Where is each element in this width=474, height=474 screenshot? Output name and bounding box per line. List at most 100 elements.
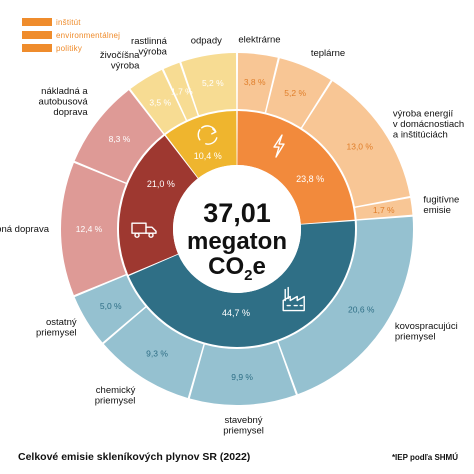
outer-label-line: priemysel (395, 331, 436, 342)
logo-row-3: politiky (22, 42, 132, 54)
outer-label-chemicky-priemysel: chemický priemysel (95, 385, 136, 407)
outer-label-stavebny-priemysel: stavebný priemysel (223, 415, 264, 437)
center-gas-sub: 2 (244, 267, 252, 284)
outer-label-odpady: odpady (191, 36, 222, 47)
outer-label-line: výroba (111, 60, 140, 71)
outer-label-nakladna-a-autobusova-doprava: nákladná a autobusová doprava (39, 86, 89, 118)
outer-slice-odpady (181, 53, 237, 116)
inner-slice-priemysel (128, 220, 355, 348)
inner-slice-energetika (237, 111, 355, 224)
outer-label-line: výroba energií (393, 108, 454, 119)
outer-label-line: ostatný (46, 317, 77, 328)
chart-title: Celkové emisie skleníkových plynov SR (2… (18, 451, 251, 463)
outer-label-line: emisie (423, 205, 450, 216)
outer-label-line: chemický (96, 385, 136, 396)
outer-label-line: odpady (191, 36, 222, 47)
outer-value-chemicky-priemysel: 9,3 % (146, 349, 168, 359)
outer-value-ostatny-priemysel: 5,0 % (100, 301, 122, 311)
truck-icon (131, 222, 157, 238)
outer-label-line: elektrárne (238, 34, 280, 45)
iep-logo: inštitút environmentálnej politiky (22, 16, 132, 55)
outer-slice-stavebny-priemysel (189, 342, 296, 405)
recycle-arc (205, 137, 218, 145)
outer-ring (61, 53, 413, 405)
inner-value-doprava: 21,0 % (147, 179, 175, 189)
outer-label-fugitivne-emisie: fugitívne emisie (423, 195, 459, 217)
outer-label-line: fugitívne (423, 195, 459, 206)
outer-slice-rastlinna-vyroba (163, 62, 198, 120)
outer-value-elektrarne: 3,8 % (244, 77, 266, 87)
center-unit: megaton (187, 228, 287, 255)
center-hole (173, 165, 301, 293)
outer-label-line: stavebný (225, 415, 263, 426)
outer-slice-osobna-doprava (61, 162, 126, 296)
outer-label-kovospracujuci-priemysel: kovospracujúci priemysel (395, 321, 458, 343)
outer-label-line: autobusová (39, 96, 89, 107)
center-value: 37,01 (203, 198, 271, 228)
outer-label-line: doprava (53, 107, 88, 118)
outer-label-ostatny-priemysel: ostatný priemysel (36, 317, 77, 339)
outer-value-rastlinna-vyroba: 1,7 % (171, 87, 193, 97)
outer-value-osobna-doprava: 12,4 % (76, 224, 103, 234)
recycle-arc (197, 129, 201, 141)
outer-label-line: priemysel (36, 327, 77, 338)
outer-slice-elektrarne (237, 53, 278, 113)
sector-icons: 23,8 % 44,7 % 21,0 % 10,4 % (131, 125, 324, 318)
lightning-icon (273, 134, 285, 158)
chart-source: *IEP podľa SHMÚ (391, 453, 458, 462)
recycle-arrow (211, 128, 217, 135)
outer-labels: 3,8 % elektrárne 5,2 % teplárne 13,0 % výroba… (0, 34, 464, 436)
logo-bar-3 (22, 44, 52, 52)
outer-label-line: živočíšna (100, 50, 140, 61)
outer-label-line: teplárne (311, 48, 345, 59)
outer-label-line: výroba (138, 47, 167, 58)
outer-label-zivocisna-vyroba: živočíšna výroba (100, 50, 140, 72)
logo-bar-1 (22, 18, 52, 26)
outer-slice-nakladna-a-autobusova-doprava (74, 90, 164, 183)
truck-wheel (148, 232, 154, 238)
outer-label-line: priemysel (95, 396, 136, 407)
outer-label-line: v domácnostiach (393, 119, 464, 130)
outer-value-odpady: 5,2 % (202, 78, 224, 88)
outer-label-vyroba-energii-v-domacnostiach-a-instituciach: výroba energií v domácnostiach a inštitúci… (393, 108, 464, 140)
outer-value-zivocisna-vyroba: 3,5 % (149, 97, 171, 107)
truck-wheel (134, 232, 140, 238)
outer-slice-ostatny-priemysel (74, 275, 146, 343)
lightning-bolt (273, 134, 285, 158)
recycle-icon (197, 125, 218, 145)
outer-slice-kovospracujuci-priemysel (278, 216, 413, 395)
logo-text-1: inštitút (56, 17, 81, 27)
inner-slice-doprava (119, 135, 198, 275)
outer-label-osobna-doprava: osobná doprava (0, 224, 50, 235)
outer-slice-zivocisna-vyroba (130, 69, 186, 134)
inner-value-priemysel: 44,7 % (222, 308, 250, 318)
truck-cargo (131, 222, 147, 234)
outer-label-line: priemysel (223, 425, 264, 436)
outer-label-line: a inštitúciách (393, 129, 448, 140)
center-gas-suffix: e (252, 253, 265, 280)
outer-slice-vyroba-energii-v-domacnostiach-a-instituciach (302, 81, 410, 207)
inner-value-polnohospodarstvo-a-odpady: 10,4 % (194, 151, 222, 161)
inner-ring (119, 111, 355, 348)
factory-icon (282, 286, 305, 312)
outer-label-rastlinna-vyroba: rastlinná výroba (131, 36, 168, 58)
outer-label-teplarne: teplárne (311, 48, 345, 59)
logo-bar-2 (22, 31, 52, 39)
outer-value-fugitivne-emisie: 1,7 % (373, 205, 395, 215)
inner-value-energetika: 23,8 % (296, 174, 324, 184)
factory-chimney (284, 286, 289, 302)
outer-label-line: nákladná a (41, 86, 88, 97)
outer-slice-fugitivne-emisie (355, 198, 413, 220)
outer-slice-teplarne (266, 58, 331, 128)
outer-value-vyroba-energii-v-domacnostiach-a-instituciach: 13,0 % (346, 141, 373, 151)
center-gas-main: CO (208, 253, 244, 280)
logo-row-2: environmentálnej (22, 29, 132, 41)
inner-slice-polnohospodarstvo-a-odpady (165, 111, 237, 178)
outer-label-elektrarne: elektrárne (238, 34, 280, 45)
outer-slice-chemicky-priemysel (103, 307, 204, 398)
outer-value-kovospracujuci-priemysel: 20,6 % (348, 304, 375, 314)
outer-label-line: kovospracujúci (395, 321, 458, 332)
outer-value-nakladna-a-autobusova-doprava: 8,3 % (109, 134, 131, 144)
outer-value-teplarne: 5,2 % (284, 88, 306, 98)
